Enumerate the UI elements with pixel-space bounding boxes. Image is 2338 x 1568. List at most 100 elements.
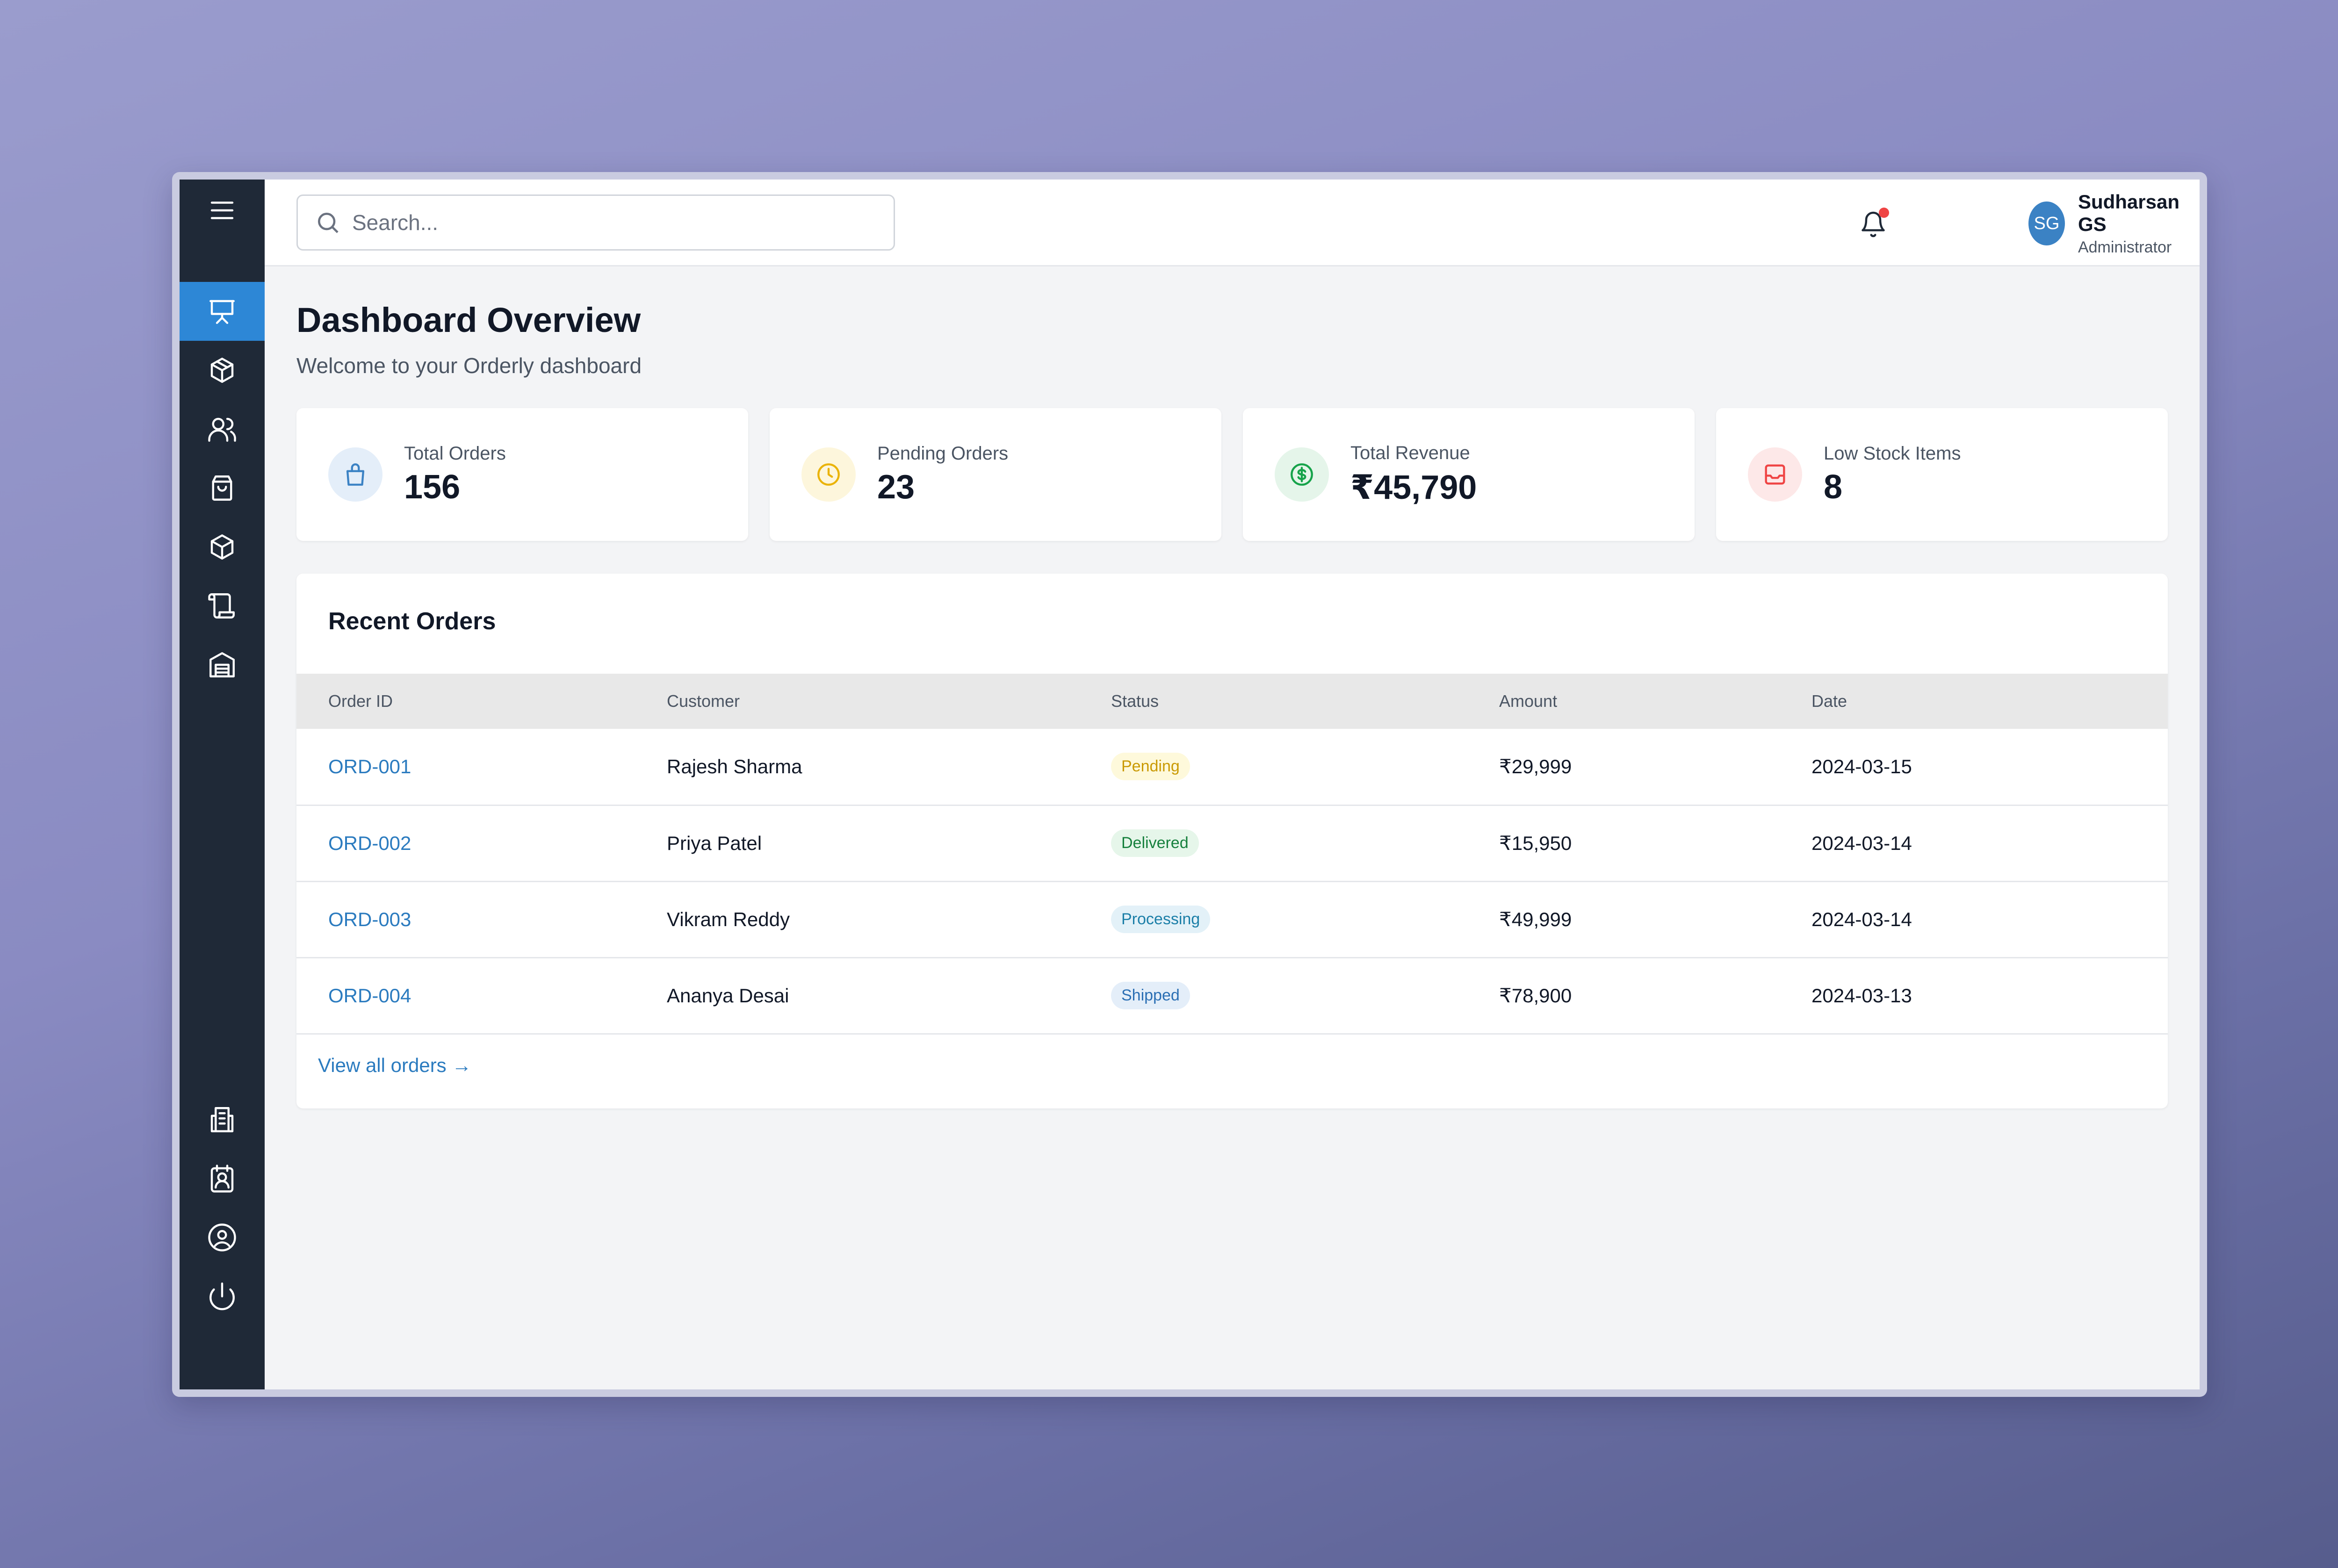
status-badge: Shipped [1111,982,1190,1009]
sidebar-item-logout[interactable] [180,1267,265,1326]
stat-text: Total Revenue ₹45,790 [1350,443,1477,507]
customer-cell: Ananya Desai [667,957,1111,1035]
bell-icon [1862,211,1885,237]
sidebar [180,180,265,1389]
user-role: Administrator [2078,238,2172,256]
search-box[interactable] [296,194,895,251]
user-info: Sudharsan GS Administrator [2078,191,2190,257]
search-input[interactable] [352,210,866,235]
orders-table: Order ID Customer Status Amount Date ORD… [296,674,2168,1035]
sidebar-item-reports[interactable] [180,1090,265,1149]
stat-label: Pending Orders [877,443,1009,464]
box-icon [210,534,234,560]
dashboard-content: Dashboard Overview Welcome to your Order… [296,266,2168,1108]
receipt-icon [210,1107,234,1132]
stat-label: Low Stock Items [1824,443,1961,464]
notifications-button[interactable] [1855,206,1892,243]
stat-icon-wrap [328,447,382,502]
stat-label: Total Revenue [1350,442,1470,463]
customer-cell: Rajesh Sharma [667,729,1111,806]
stats-row: Total Orders 156 Pending Orders 23 [296,408,2168,541]
stat-value: 156 [404,468,461,506]
shopping-bag-icon [346,463,365,486]
warehouse-icon [209,652,235,677]
amount-cell: ₹29,999 [1499,729,1811,806]
column-header: Amount [1499,674,1811,729]
stat-text: Pending Orders 23 [877,443,1008,506]
amount-cell: ₹78,900 [1499,957,1811,1035]
sidebar-item-profile[interactable] [180,1208,265,1267]
order-id-link[interactable]: ORD-004 [328,984,411,1007]
page-title: Dashboard Overview [296,301,641,339]
table-row: ORD-002 Priya Patel Delivered ₹15,950 20… [296,805,2168,882]
page-subtitle: Welcome to your Orderly dashboard [296,353,642,378]
menu-icon [210,201,234,219]
table-row: ORD-003 Vikram Reddy Processing ₹49,999 … [296,881,2168,958]
stat-label: Total Orders [404,443,506,464]
order-id-link[interactable]: ORD-002 [328,832,411,854]
order-id-link[interactable]: ORD-001 [328,755,411,777]
shopping-bag-icon [212,475,232,501]
menu-toggle-button[interactable] [180,181,265,240]
amount-cell: ₹15,950 [1499,805,1811,882]
user-name: Sudharsan GS [2078,190,2179,235]
view-all-orders-link[interactable]: View all orders → [318,1054,472,1076]
sidebar-item-invoices[interactable] [180,576,265,635]
clock-icon [817,463,840,486]
column-header: Order ID [296,674,667,729]
table-row: ORD-001 Rajesh Sharma Pending ₹29,999 20… [296,729,2168,806]
avatar: SG [2028,201,2065,245]
stat-card-pending-orders: Pending Orders 23 [770,408,1221,541]
stat-card-total-revenue: Total Revenue ₹45,790 [1243,408,1695,541]
status-badge: Pending [1111,753,1190,781]
column-header: Customer [667,674,1111,729]
sidebar-item-products[interactable] [180,341,265,400]
stat-text: Total Orders 156 [404,443,506,506]
sidebar-item-contacts[interactable] [180,1149,265,1208]
power-icon [209,1282,235,1310]
table-header-row: Order ID Customer Status Amount Date [296,674,2168,729]
stat-card-low-stock: Low Stock Items 8 [1716,408,2168,541]
stat-value: ₹45,790 [1350,468,1477,506]
user-menu[interactable]: SG Sudharsan GS Administrator [2028,191,2200,256]
stat-value: 8 [1824,468,1843,506]
recent-orders-title: Recent Orders [328,608,496,635]
sidebar-item-customers[interactable] [180,400,265,459]
customer-cell: Priya Patel [667,805,1111,882]
package-icon [210,358,234,383]
app-container: SG Sudharsan GS Administrator Dashboard … [180,180,2200,1389]
sidebar-item-dashboard[interactable] [180,282,265,341]
column-header: Date [1811,674,2168,729]
table-row: ORD-004 Ananya Desai Shipped ₹78,900 202… [296,957,2168,1035]
top-bar: SG Sudharsan GS Administrator [265,180,2200,266]
notification-dot [1879,208,1889,218]
main-area: SG Sudharsan GS Administrator Dashboard … [265,180,2200,1389]
stat-card-total-orders: Total Orders 156 [296,408,748,541]
search-icon [318,213,339,233]
presentation-icon [209,300,235,324]
app-window: SG Sudharsan GS Administrator Dashboard … [172,172,2207,1397]
stat-text: Low Stock Items 8 [1824,443,1961,506]
column-header: Status [1111,674,1499,729]
stat-icon-wrap [801,447,856,502]
stat-icon-wrap [1275,447,1329,502]
status-badge: Delivered [1111,829,1199,857]
order-id-link[interactable]: ORD-003 [328,908,411,930]
stat-icon-wrap [1748,447,1802,502]
sidebar-item-warehouse[interactable] [180,635,265,694]
date-cell: 2024-03-14 [1811,881,2168,958]
date-cell: 2024-03-13 [1811,957,2168,1035]
customer-cell: Vikram Reddy [667,881,1111,958]
stat-value: 23 [877,468,915,506]
contact-icon [210,1165,234,1193]
date-cell: 2024-03-14 [1811,805,2168,882]
sidebar-item-orders[interactable] [180,459,265,518]
sidebar-item-inventory[interactable] [180,518,265,576]
users-icon [208,417,236,442]
date-cell: 2024-03-15 [1811,729,2168,806]
recent-orders-card: Recent Orders Order ID Customer Status A… [296,574,2168,1108]
inbox-icon [1765,464,1785,485]
user-circle-icon [208,1223,236,1252]
status-badge: Processing [1111,906,1211,933]
dollar-circle-icon [1291,463,1313,486]
